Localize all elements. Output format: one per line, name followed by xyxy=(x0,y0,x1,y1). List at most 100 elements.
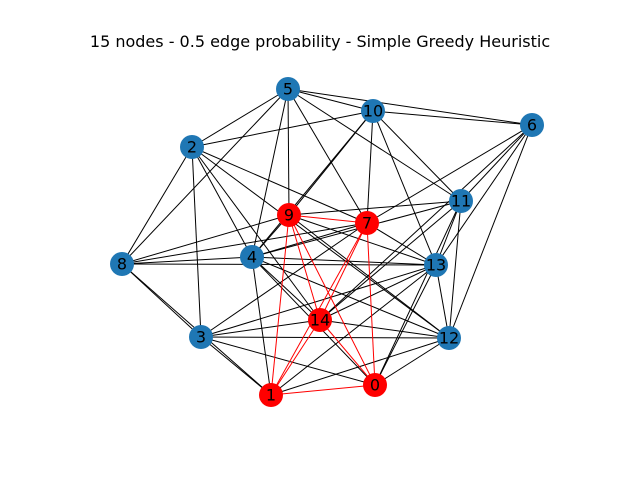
edge-13-0 xyxy=(374,264,437,386)
node-label-3: 3 xyxy=(196,328,206,347)
edge-14-4 xyxy=(251,256,321,321)
node-circle-9 xyxy=(277,203,301,227)
node-circle-1 xyxy=(259,383,283,407)
node-label-13: 13 xyxy=(426,256,446,275)
edge-11-4 xyxy=(251,200,462,258)
edge-0-9 xyxy=(288,214,376,386)
node-13: 13 xyxy=(424,253,448,277)
edge-9-12 xyxy=(288,214,450,339)
node-label-5: 5 xyxy=(283,80,293,99)
edge-5-9 xyxy=(287,88,290,216)
edge-0-1 xyxy=(270,384,376,396)
edge-9-14 xyxy=(288,214,321,321)
edge-0-14 xyxy=(319,319,376,386)
node-6: 6 xyxy=(520,113,544,137)
node-11: 11 xyxy=(449,189,473,213)
node-circle-13 xyxy=(424,253,448,277)
edge-3-14 xyxy=(200,319,321,338)
edge-1-14 xyxy=(270,319,321,396)
node-3: 3 xyxy=(189,325,213,349)
edge-5-11 xyxy=(287,88,462,202)
edge-13-14 xyxy=(319,264,437,321)
edge-5-7 xyxy=(287,88,368,224)
edge-10-2 xyxy=(191,110,374,148)
edge-10-4 xyxy=(251,110,374,258)
edge-7-13 xyxy=(366,222,437,266)
edge-10-13 xyxy=(372,110,437,266)
node-label-6: 6 xyxy=(527,116,537,135)
edge-5-10 xyxy=(287,88,374,112)
edge-11-12 xyxy=(448,200,462,339)
edge-4-12 xyxy=(251,256,450,339)
node-circle-12 xyxy=(437,326,461,350)
node-label-8: 8 xyxy=(117,255,127,274)
node-circle-10 xyxy=(361,99,385,123)
node-label-0: 0 xyxy=(370,376,380,395)
node-14: 14 xyxy=(308,308,332,332)
node-1: 1 xyxy=(259,383,283,407)
edge-2-7 xyxy=(191,146,368,224)
edge-6-11 xyxy=(460,124,533,202)
node-label-7: 7 xyxy=(362,214,372,233)
node-circle-0 xyxy=(363,373,387,397)
edge-2-14 xyxy=(191,146,321,321)
edge-2-12 xyxy=(191,146,450,339)
edge-0-7 xyxy=(366,222,376,386)
edge-3-12 xyxy=(200,336,450,339)
edge-2-8 xyxy=(121,146,193,265)
edge-10-6 xyxy=(372,110,533,126)
edge-13-12 xyxy=(435,264,450,339)
edge-1-9 xyxy=(270,214,290,396)
node-circle-3 xyxy=(189,325,213,349)
node-circle-8 xyxy=(110,252,134,276)
node-label-2: 2 xyxy=(187,138,197,157)
node-label-4: 4 xyxy=(247,248,257,267)
edge-3-1 xyxy=(200,336,272,396)
edge-6-12 xyxy=(448,124,533,339)
edge-9-8 xyxy=(121,214,290,265)
node-label-12: 12 xyxy=(439,329,459,348)
edge-layer xyxy=(121,88,533,396)
edge-7-4 xyxy=(251,222,368,258)
edge-12-14 xyxy=(319,319,450,339)
edge-11-0 xyxy=(374,200,462,386)
node-circle-4 xyxy=(240,245,264,269)
node-10: 10 xyxy=(361,99,385,123)
node-label-11: 11 xyxy=(451,192,471,211)
node-circle-7 xyxy=(355,211,379,235)
edge-4-1 xyxy=(251,256,272,396)
node-4: 4 xyxy=(240,245,264,269)
node-label-10: 10 xyxy=(363,102,383,121)
edge-6-13 xyxy=(435,124,533,266)
chart-title: 15 nodes - 0.5 edge probability - Simple… xyxy=(89,32,551,51)
edge-3-7 xyxy=(200,222,368,338)
node-7: 7 xyxy=(355,211,379,235)
node-circle-11 xyxy=(449,189,473,213)
edge-12-0 xyxy=(374,337,450,386)
edge-7-14 xyxy=(319,222,368,321)
edge-8-4 xyxy=(121,256,253,265)
edge-13-1 xyxy=(270,264,437,396)
edge-5-8 xyxy=(121,88,289,265)
edge-2-4 xyxy=(191,146,253,258)
edge-5-6 xyxy=(287,88,533,126)
node-circle-6 xyxy=(520,113,544,137)
node-circle-2 xyxy=(180,135,204,159)
edge-10-7 xyxy=(366,110,374,224)
edge-4-13 xyxy=(251,256,437,266)
node-label-9: 9 xyxy=(284,206,294,225)
node-8: 8 xyxy=(110,252,134,276)
edge-11-9 xyxy=(288,200,462,216)
edge-5-2 xyxy=(191,88,289,148)
node-0: 0 xyxy=(363,373,387,397)
edge-5-4 xyxy=(251,88,289,258)
node-5: 5 xyxy=(276,77,300,101)
node-circle-5 xyxy=(276,77,300,101)
edge-7-9 xyxy=(288,214,368,224)
edge-6-14 xyxy=(319,124,533,321)
node-circle-14 xyxy=(308,308,332,332)
edge-6-7 xyxy=(366,124,533,224)
node-label-1: 1 xyxy=(266,386,276,405)
